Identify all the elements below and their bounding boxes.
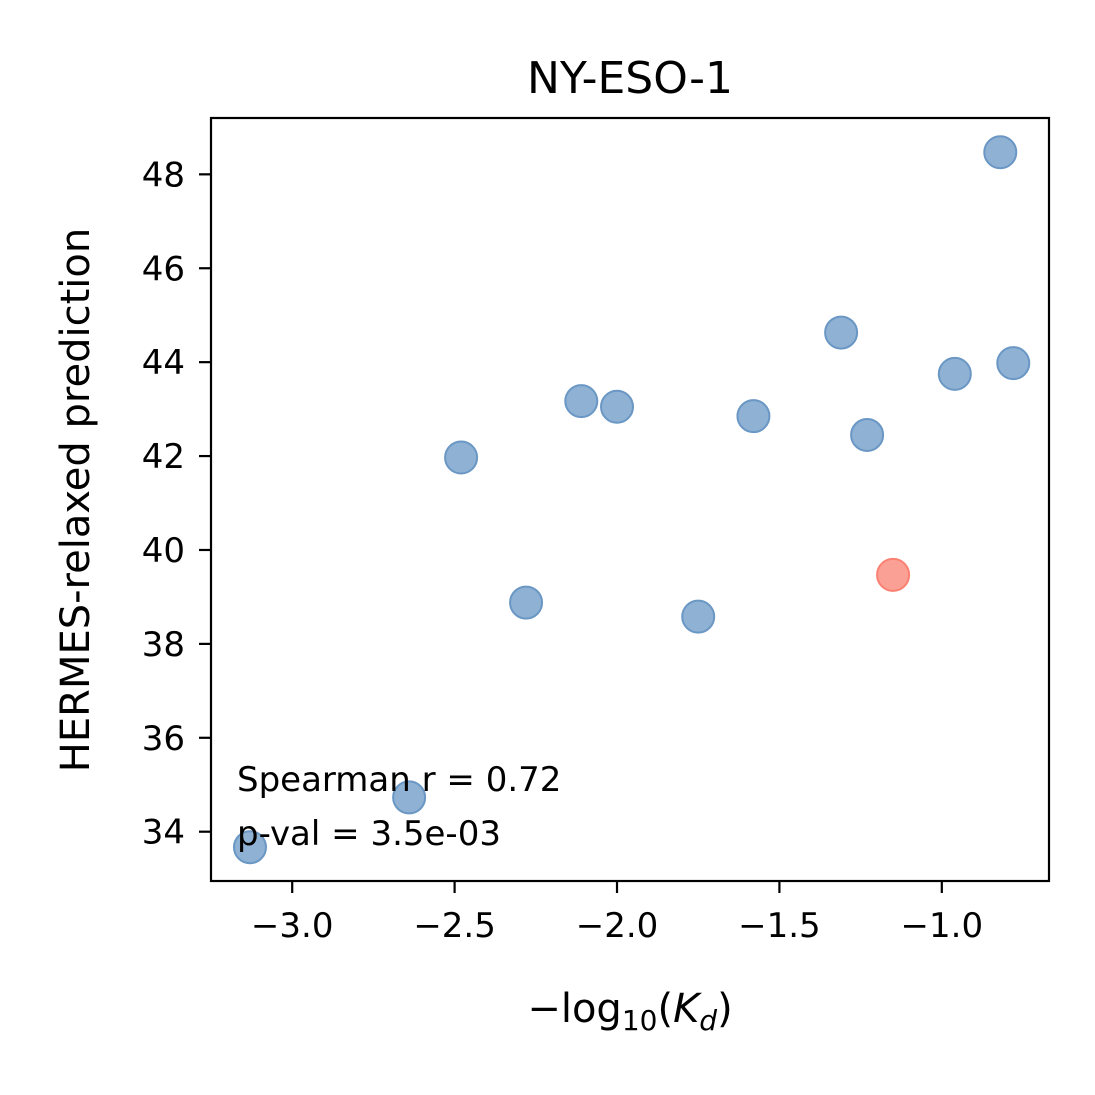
x-tick-label: −2.5 [413, 906, 496, 946]
x-axis-ticks: −3.0 −2.5 −2.0 −1.5 −1.0 [251, 881, 983, 946]
x-axis-label-prefix: −log [527, 986, 622, 1032]
y-axis-label: HERMES-relaxed prediction [53, 228, 99, 772]
y-tick-label: 40 [142, 531, 185, 571]
data-point-series-1-12 [983, 135, 1018, 170]
data-point-series-1-13 [996, 346, 1031, 381]
points-layer [232, 135, 1031, 865]
x-axis-label-var: K [673, 986, 702, 1032]
data-point-series-1-1 [232, 830, 267, 865]
y-axis-ticks: 34 36 38 40 42 44 46 48 [142, 155, 211, 853]
x-axis-label: −log10(Kd) [527, 986, 732, 1037]
plot-frame [209, 116, 1051, 883]
y-tick-label: 42 [142, 437, 185, 477]
data-point-series-1-10 [850, 417, 885, 452]
x-axis-label-var-subscript: d [699, 1004, 717, 1037]
data-point-series-1-5 [564, 384, 599, 419]
data-point-series-1-3 [444, 440, 479, 475]
data-point-series-1-8 [736, 399, 771, 434]
y-tick-label: 38 [142, 625, 185, 665]
x-tick-label: −3.0 [251, 906, 334, 946]
x-tick-label: −1.5 [738, 906, 821, 946]
data-point-series-1-2 [392, 780, 427, 815]
pval-annotation: p-val = 3.5e-03 [237, 814, 501, 854]
y-tick-label: 36 [142, 719, 185, 759]
data-point-series-1-4 [509, 585, 544, 620]
y-tick-label: 46 [142, 249, 185, 289]
data-point-series-1-7 [681, 599, 716, 634]
x-tick-label: −2.0 [576, 906, 659, 946]
spearman-annotation: Spearman r = 0.72 [237, 760, 561, 800]
x-axis-label-close: ) [717, 986, 733, 1032]
data-point-series-1-11 [937, 356, 972, 391]
x-tick-label: −1.0 [901, 906, 984, 946]
data-point-series-1-6 [600, 389, 635, 424]
y-tick-label: 44 [142, 343, 185, 383]
y-tick-label: 48 [142, 155, 185, 195]
data-point-series-1-9 [824, 315, 859, 350]
y-tick-label: 34 [142, 813, 185, 853]
x-axis-label-subscript: 10 [622, 1004, 658, 1037]
data-point-series-2-1 [876, 557, 911, 592]
x-axis-label-open: ( [657, 986, 673, 1032]
chart-title: NY-ESO-1 [527, 53, 733, 104]
